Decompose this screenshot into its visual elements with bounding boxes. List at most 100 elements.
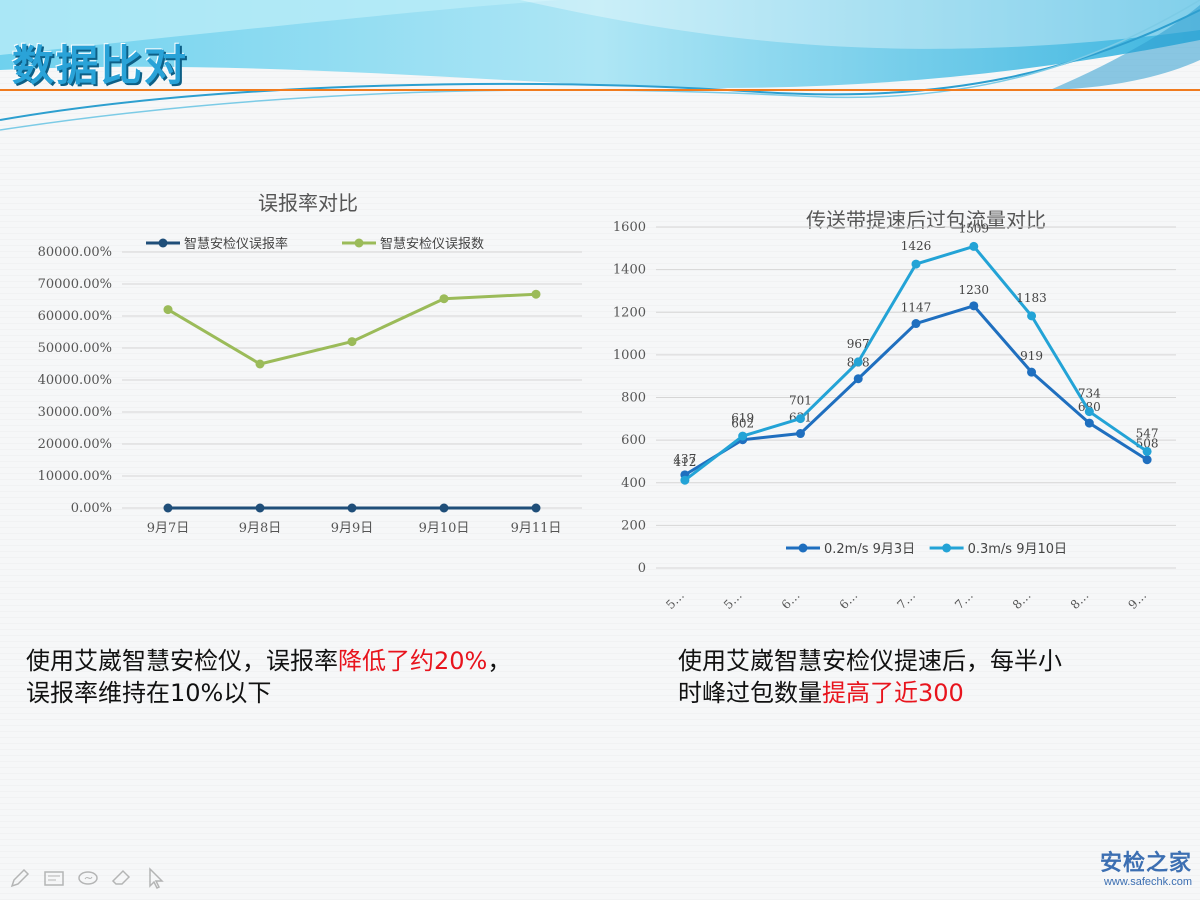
data-label: 1426 — [901, 239, 932, 253]
eraser-icon[interactable] — [110, 866, 134, 890]
caption-left-line2: 误报率维持在10%以下 — [26, 679, 272, 707]
watermark-url: www.safechk.com — [1103, 876, 1192, 888]
x-tick-label: 6… — [779, 588, 803, 610]
y-tick-label: 10000.00% — [38, 469, 112, 484]
x-tick-label: 9月10日 — [419, 521, 470, 536]
x-tick-label: 8… — [1068, 588, 1092, 610]
x-tick-label: 5… — [721, 588, 745, 610]
caption-right: 使用艾崴智慧安检仪提速后，每半小 时峰过包数量提高了近300 — [678, 645, 1158, 709]
data-point — [853, 357, 863, 367]
legend-marker — [354, 238, 364, 248]
x-tick-label: 7… — [952, 588, 976, 610]
slide-title: 数据比对 — [12, 41, 189, 90]
header-wave-decoration — [0, 0, 1200, 131]
data-label: 701 — [789, 394, 812, 408]
data-point — [1084, 418, 1094, 428]
x-tick-label: 5… — [663, 588, 687, 610]
data-point — [795, 414, 805, 424]
y-tick-label: 20000.00% — [38, 437, 112, 452]
data-label: 734 — [1078, 387, 1101, 401]
y-tick-label: 1000 — [613, 348, 646, 363]
data-point — [969, 301, 979, 311]
data-point — [255, 359, 265, 369]
y-tick-label: 0.00% — [71, 501, 112, 516]
data-point — [1027, 367, 1037, 377]
y-tick-label: 400 — [621, 476, 646, 491]
y-tick-label: 30000.00% — [38, 405, 112, 420]
data-point — [1142, 455, 1152, 465]
chart-title: 传送带提速后过包流量对比 — [806, 208, 1046, 232]
y-tick-label: 60000.00% — [38, 309, 112, 324]
data-point — [969, 241, 979, 251]
caption-left: 使用艾崴智慧安检仪，误报率降低了约20%， 误报率维持在10%以下 — [26, 645, 586, 709]
slides-icon[interactable] — [42, 866, 66, 890]
data-point — [1142, 446, 1152, 456]
data-label: 1147 — [901, 301, 932, 315]
x-tick-label: 9… — [1125, 588, 1149, 610]
x-tick-label: 9月9日 — [331, 521, 374, 536]
y-tick-label: 1400 — [613, 263, 646, 278]
data-point — [911, 319, 921, 329]
data-label: 1509 — [959, 221, 990, 235]
pen-icon[interactable] — [8, 866, 32, 890]
data-label: 919 — [1020, 349, 1043, 363]
y-tick-label: 70000.00% — [38, 277, 112, 292]
data-point — [1084, 407, 1094, 417]
caption-right-prefix: 时峰过包数量 — [678, 679, 822, 707]
caption-left-highlight: 降低了约20% — [338, 647, 488, 675]
data-point — [911, 259, 921, 269]
watermark-main: 安检之家 — [1099, 851, 1192, 876]
legend-entry: 智慧安检仪误报率 — [184, 236, 288, 252]
series-line — [683, 244, 1148, 482]
legend-marker — [798, 543, 808, 553]
pointer-icon[interactable] — [144, 866, 168, 890]
caption-right-highlight: 提高了近300 — [822, 679, 964, 707]
y-tick-label: 40000.00% — [38, 373, 112, 388]
series-line — [167, 292, 537, 366]
data-point — [531, 503, 541, 513]
y-tick-label: 600 — [621, 433, 646, 448]
data-label: 547 — [1136, 426, 1159, 440]
caption-left-prefix: 使用艾崴智慧安检仪，误报率 — [26, 647, 338, 675]
y-tick-label: 200 — [621, 518, 646, 533]
legend-marker — [158, 238, 168, 248]
data-point — [255, 503, 265, 513]
y-tick-label: 80000.00% — [38, 245, 112, 260]
legend-entry: 0.2m/s 9月3日 — [824, 542, 915, 557]
data-point — [347, 337, 357, 347]
site-watermark: 安检之家 www.safechk.com — [1100, 852, 1192, 889]
data-point — [163, 305, 173, 315]
data-point — [1027, 311, 1037, 321]
caption-left-suffix: ， — [487, 647, 512, 675]
data-label: 437 — [673, 452, 696, 466]
data-point — [738, 431, 748, 441]
data-label: 602 — [731, 417, 754, 431]
data-point — [795, 429, 805, 439]
data-point — [439, 294, 449, 304]
y-tick-label: 1600 — [613, 220, 646, 235]
data-label: 1230 — [959, 283, 990, 297]
legend-entry: 0.3m/s 9月10日 — [968, 542, 1067, 557]
x-tick-label: 9月7日 — [147, 521, 190, 536]
x-tick-label: 6… — [837, 588, 861, 610]
package-flow-chart: 传送带提速后过包流量对比 0 200 400 600 800 1000 1200 1400 160… — [613, 208, 1176, 610]
x-tick-label: 9月8日 — [239, 521, 282, 536]
y-tick-label: 800 — [621, 391, 646, 406]
data-label: 412 — [673, 455, 696, 469]
title-divider — [0, 89, 1200, 91]
x-tick-label: 7… — [894, 588, 918, 610]
x-tick-label: 8… — [1010, 588, 1034, 610]
data-point — [347, 503, 357, 513]
x-tick-label: 9月11日 — [511, 521, 562, 536]
false-alarm-rate-chart: 误报率对比 0.00% 10000.00% 20000.00% 30000.00% 400… — [38, 191, 582, 536]
presentation-toolbar — [8, 866, 168, 890]
y-tick-label: 1200 — [613, 305, 646, 320]
data-point — [163, 503, 173, 513]
ink-icon[interactable] — [76, 866, 100, 890]
data-point — [439, 503, 449, 513]
y-tick-label: 0 — [638, 561, 646, 576]
data-label: 619 — [731, 411, 754, 425]
legend-marker — [942, 543, 952, 553]
data-point — [531, 289, 541, 299]
caption-right-line1: 使用艾崴智慧安检仪提速后，每半小 — [678, 647, 1062, 675]
